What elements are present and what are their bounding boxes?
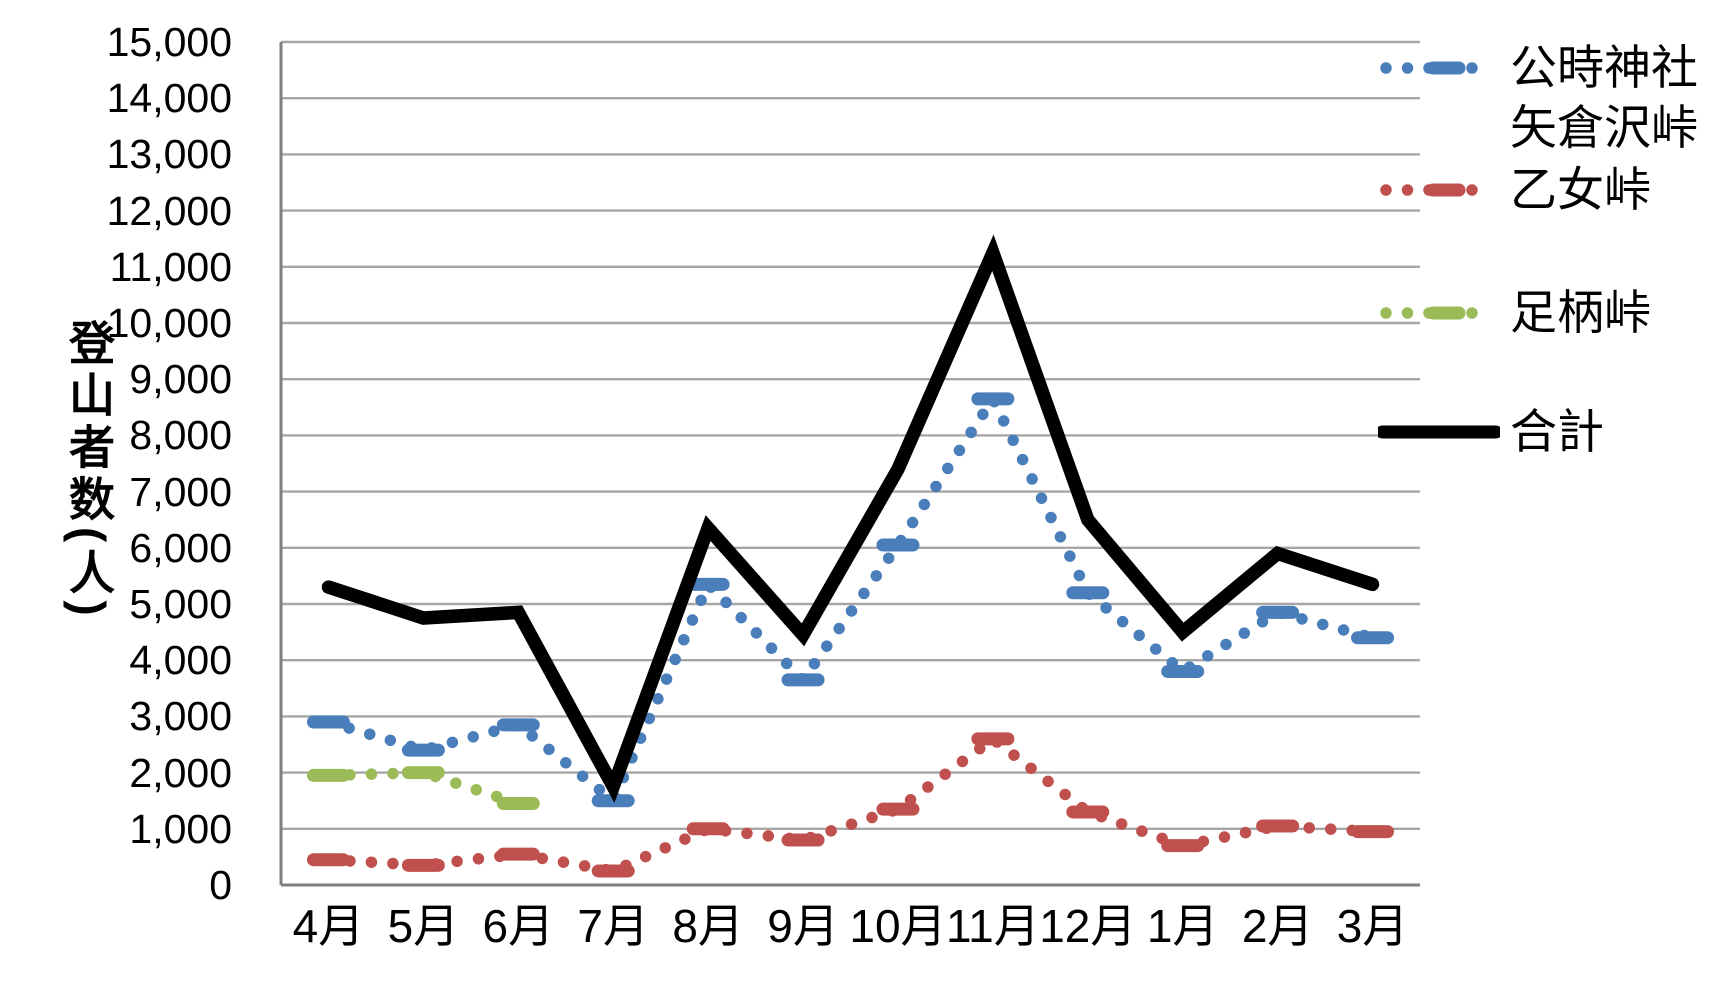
y-tick-label: 4,000 xyxy=(129,637,232,684)
y-tick-label: 3,000 xyxy=(129,693,232,740)
y-tick-label: 7,000 xyxy=(129,468,232,515)
x-tick-label: 4月 xyxy=(292,900,365,952)
y-tick-label: 15,000 xyxy=(106,19,232,65)
y-tick-label: 8,000 xyxy=(129,412,232,459)
x-tick-label: 3月 xyxy=(1336,900,1409,952)
legend-item-otome: 乙女峠 xyxy=(1378,160,1651,220)
series-line-kintoki-yagurasawa xyxy=(322,387,1379,810)
legend-sample-solid xyxy=(1378,425,1500,439)
x-tick-label: 12月 xyxy=(1039,900,1137,952)
x-tick-label: 6月 xyxy=(482,900,555,952)
legend-label: 合計 xyxy=(1510,405,1604,458)
legend-label: 公時神社 矢倉沢峠 xyxy=(1510,41,1698,154)
y-axis-title: 登山者数(人) xyxy=(63,318,115,622)
legend-sample-dotted xyxy=(1380,306,1498,320)
x-tick-label: 7月 xyxy=(577,900,649,952)
series-line-otome xyxy=(322,731,1379,877)
gridlines xyxy=(281,40,1420,887)
x-tick-label: 11月 xyxy=(945,900,1040,952)
y-tick-label: 6,000 xyxy=(129,524,232,571)
y-tick-label: 12,000 xyxy=(106,187,232,234)
legend-item-kintoki-yagurasawa: 公時神社 矢倉沢峠 xyxy=(1378,38,1698,158)
series-otome xyxy=(306,731,1395,878)
legend-sample-dotted xyxy=(1380,61,1498,75)
legend-item-ashigara: 足柄峠 xyxy=(1378,283,1651,343)
legend-sample-dotted xyxy=(1380,183,1498,197)
y-tick-label: 10,000 xyxy=(106,300,232,346)
x-tick-label: 8月 xyxy=(672,900,744,952)
y-tick-label: 0 xyxy=(209,862,232,908)
x-tick-label: 2月 xyxy=(1241,900,1314,952)
series-kintoki-yagurasawa xyxy=(306,387,1395,810)
y-tick-label: 9,000 xyxy=(129,356,232,403)
x-tick-label: 10月 xyxy=(849,900,947,952)
y-tick-label: 13,000 xyxy=(106,131,232,178)
series-total xyxy=(321,234,1380,803)
legend-label: 乙女峠 xyxy=(1510,163,1651,216)
series-ashigara xyxy=(306,766,540,811)
y-tick-label: 14,000 xyxy=(106,75,232,122)
series-line-total xyxy=(321,234,1380,803)
y-tick-label: 5,000 xyxy=(129,581,232,627)
y-tick-label: 11,000 xyxy=(109,243,232,290)
y-tick-label: 1,000 xyxy=(129,805,232,852)
legend-label: 足柄峠 xyxy=(1510,286,1651,339)
legend-item-total: 合計 xyxy=(1378,402,1604,462)
y-tick-label: 2,000 xyxy=(129,749,232,796)
x-tick-label: 1月 xyxy=(1146,900,1219,952)
x-tick-label: 9月 xyxy=(767,900,839,952)
x-tick-label: 5月 xyxy=(387,900,460,952)
